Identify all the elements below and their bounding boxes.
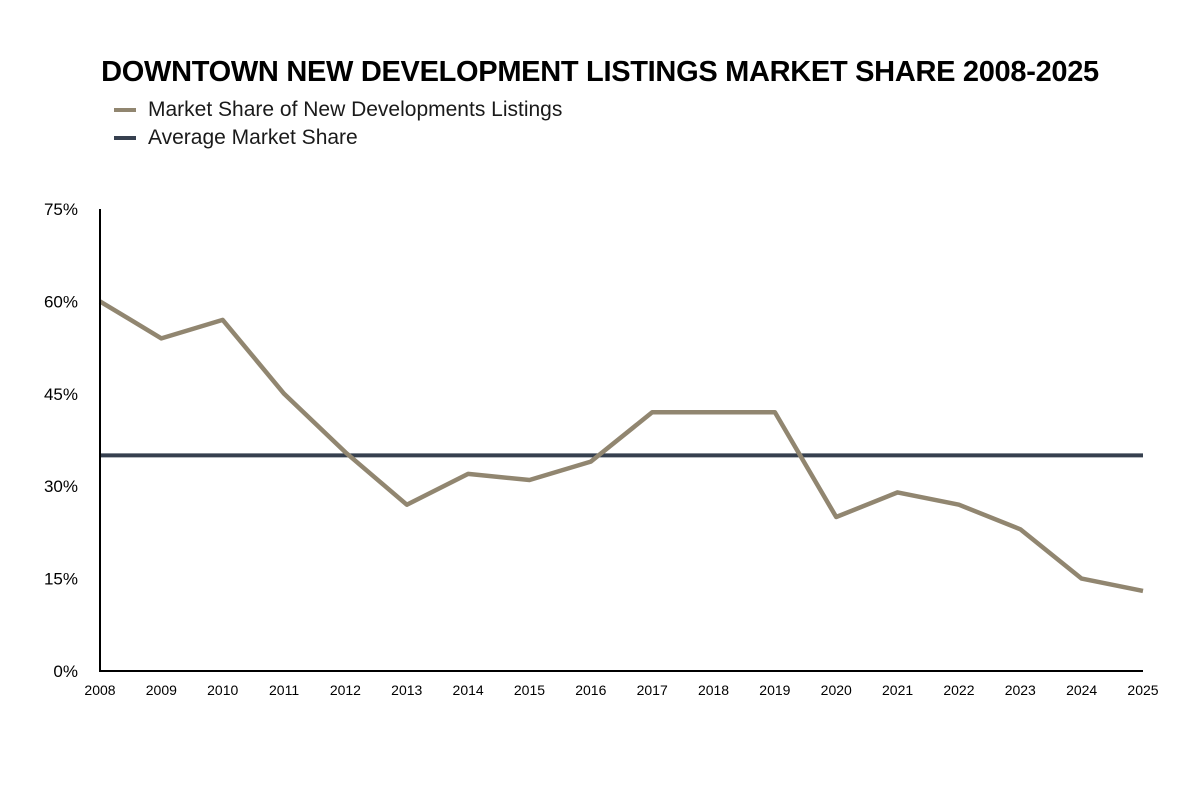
x-tick-label: 2011 <box>269 682 299 698</box>
y-tick-label: 75% <box>44 200 78 219</box>
x-tick-label: 2025 <box>1127 682 1158 698</box>
x-tick-label: 2009 <box>146 682 177 698</box>
x-axis-ticks: 2008 2009 2010 2011 2012 2013 2014 2015 2016 2017… <box>84 682 1158 698</box>
chart-title: DOWNTOWN NEW DEVELOPMENT LISTINGS MARKET… <box>101 56 1099 88</box>
x-tick-label: 2008 <box>84 682 115 698</box>
x-tick-label: 2015 <box>514 682 545 698</box>
y-tick-label: 15% <box>44 570 78 589</box>
x-tick-label: 2022 <box>943 682 974 698</box>
legend-label-market-share: Market Share of New Developments Listing… <box>148 98 563 121</box>
series-line-market-share <box>98 299 1144 594</box>
x-tick-label: 2020 <box>821 682 852 698</box>
legend-swatch-market-share <box>114 108 136 112</box>
x-tick-label: 2019 <box>759 682 790 698</box>
y-axis-ticks: 0% 15% 30% 45% 60% 75% <box>44 200 78 681</box>
legend-swatch-average <box>114 136 136 140</box>
x-tick-label: 2014 <box>453 682 484 698</box>
x-tick-label: 2021 <box>882 682 913 698</box>
x-tick-label: 2010 <box>207 682 238 698</box>
series-layer <box>98 299 1144 594</box>
legend-label-average: Average Market Share <box>148 126 358 149</box>
y-tick-label: 0% <box>53 662 78 681</box>
y-tick-label: 30% <box>44 477 78 496</box>
y-tick-label: 45% <box>44 385 78 404</box>
x-tick-label: 2018 <box>698 682 729 698</box>
x-tick-label: 2024 <box>1066 682 1097 698</box>
x-tick-label: 2023 <box>1005 682 1036 698</box>
x-tick-label: 2016 <box>575 682 606 698</box>
x-tick-label: 2013 <box>391 682 422 698</box>
y-tick-label: 60% <box>44 292 78 311</box>
x-tick-label: 2012 <box>330 682 361 698</box>
x-tick-label: 2017 <box>637 682 668 698</box>
